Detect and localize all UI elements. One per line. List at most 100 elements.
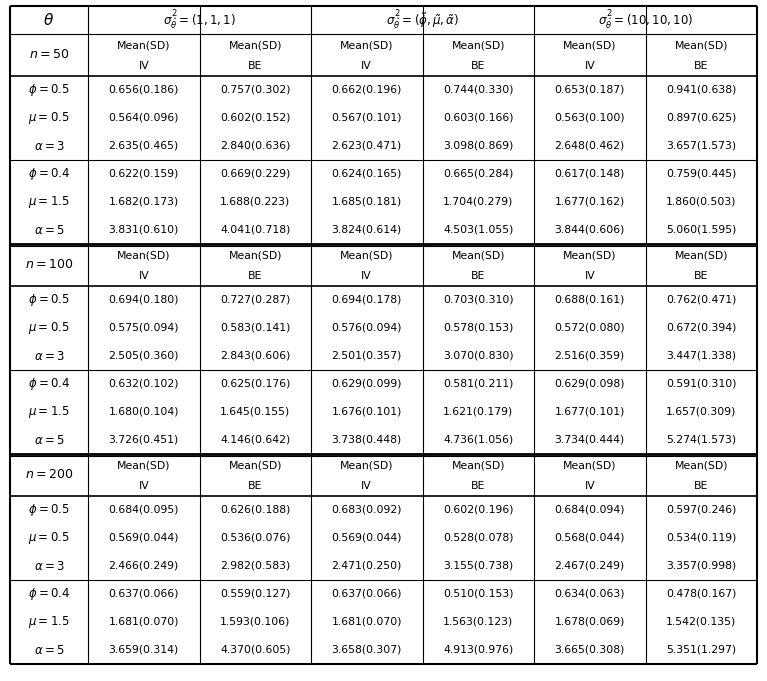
Text: 0.672(0.394): 0.672(0.394) [666, 323, 736, 333]
Text: Mean(SD): Mean(SD) [229, 250, 282, 260]
Text: 1.688(0.223): 1.688(0.223) [220, 197, 291, 207]
Text: $\sigma^2_{\hat{\theta}} = (10, 10, 10)$: $\sigma^2_{\hat{\theta}} = (10, 10, 10)$ [598, 9, 693, 31]
Text: 0.591(0.310): 0.591(0.310) [666, 379, 736, 389]
Text: $\phi = 0.5$: $\phi = 0.5$ [28, 82, 70, 98]
Text: 3.658(0.307): 3.658(0.307) [331, 645, 402, 655]
Text: 0.478(0.167): 0.478(0.167) [666, 589, 736, 599]
Text: 0.762(0.471): 0.762(0.471) [666, 295, 736, 305]
Text: IV: IV [138, 61, 149, 71]
Text: 3.659(0.314): 3.659(0.314) [109, 645, 179, 655]
Text: $\sigma^2_{\hat{\theta}} = (\tilde{\phi}, \tilde{\mu}, \tilde{\alpha})$: $\sigma^2_{\hat{\theta}} = (\tilde{\phi}… [386, 9, 459, 31]
Text: Mean(SD): Mean(SD) [563, 460, 617, 470]
Text: 0.572(0.080): 0.572(0.080) [555, 323, 625, 333]
Text: 3.844(0.606): 3.844(0.606) [555, 225, 625, 235]
Text: IV: IV [138, 481, 149, 491]
Text: 0.622(0.159): 0.622(0.159) [109, 169, 179, 179]
Text: 0.757(0.302): 0.757(0.302) [220, 85, 291, 95]
Text: 1.563(0.123): 1.563(0.123) [443, 617, 513, 627]
Text: 0.569(0.044): 0.569(0.044) [331, 533, 402, 543]
Text: 0.567(0.101): 0.567(0.101) [331, 113, 402, 123]
Text: 0.629(0.099): 0.629(0.099) [331, 379, 402, 389]
Text: 5.060(1.595): 5.060(1.595) [666, 225, 736, 235]
Text: $\alpha = 5$: $\alpha = 5$ [34, 644, 64, 656]
Text: 3.447(1.338): 3.447(1.338) [667, 351, 736, 361]
Text: 0.665(0.284): 0.665(0.284) [443, 169, 513, 179]
Text: IV: IV [361, 481, 372, 491]
Text: 0.576(0.094): 0.576(0.094) [331, 323, 402, 333]
Text: 0.583(0.141): 0.583(0.141) [220, 323, 291, 333]
Text: $\mu = 1.5$: $\mu = 1.5$ [28, 614, 70, 630]
Text: Mean(SD): Mean(SD) [674, 250, 728, 260]
Text: 0.602(0.152): 0.602(0.152) [220, 113, 291, 123]
Text: 1.593(0.106): 1.593(0.106) [220, 617, 291, 627]
Text: BE: BE [248, 271, 262, 281]
Text: $\phi = 0.5$: $\phi = 0.5$ [28, 502, 70, 518]
Text: BE: BE [694, 271, 709, 281]
Text: 1.677(0.101): 1.677(0.101) [555, 407, 625, 417]
Text: Mean(SD): Mean(SD) [674, 40, 728, 50]
Text: Mean(SD): Mean(SD) [229, 460, 282, 470]
Text: $\phi = 0.4$: $\phi = 0.4$ [28, 586, 70, 602]
Text: 0.559(0.127): 0.559(0.127) [220, 589, 291, 599]
Text: 3.070(0.830): 3.070(0.830) [443, 351, 514, 361]
Text: Mean(SD): Mean(SD) [340, 460, 393, 470]
Text: 0.626(0.188): 0.626(0.188) [220, 505, 291, 515]
Text: $\mu = 0.5$: $\mu = 0.5$ [28, 320, 70, 336]
Text: $\alpha = 3$: $\alpha = 3$ [34, 349, 64, 362]
Text: 2.982(0.583): 2.982(0.583) [220, 561, 291, 571]
Text: 0.563(0.100): 0.563(0.100) [555, 113, 625, 123]
Text: 0.669(0.229): 0.669(0.229) [220, 169, 291, 179]
Text: 1.682(0.173): 1.682(0.173) [109, 197, 179, 207]
Text: Mean(SD): Mean(SD) [117, 40, 170, 50]
Text: 3.726(0.451): 3.726(0.451) [109, 435, 179, 445]
Text: Mean(SD): Mean(SD) [674, 460, 728, 470]
Text: Mean(SD): Mean(SD) [340, 40, 393, 50]
Text: 5.351(1.297): 5.351(1.297) [667, 645, 736, 655]
Text: 3.734(0.444): 3.734(0.444) [555, 435, 625, 445]
Text: 0.637(0.066): 0.637(0.066) [331, 589, 402, 599]
Text: $\alpha = 3$: $\alpha = 3$ [34, 140, 64, 153]
Text: $\alpha = 5$: $\alpha = 5$ [34, 434, 64, 447]
Text: 2.505(0.360): 2.505(0.360) [108, 351, 179, 361]
Text: 0.617(0.148): 0.617(0.148) [555, 169, 625, 179]
Text: $\mu = 1.5$: $\mu = 1.5$ [28, 194, 70, 210]
Text: IV: IV [584, 481, 595, 491]
Text: $n = 100$: $n = 100$ [25, 259, 73, 272]
Text: 3.098(0.869): 3.098(0.869) [443, 141, 513, 151]
Text: 4.146(0.642): 4.146(0.642) [220, 435, 291, 445]
Text: 0.656(0.186): 0.656(0.186) [109, 85, 179, 95]
Text: 0.703(0.310): 0.703(0.310) [443, 295, 514, 305]
Text: 2.843(0.606): 2.843(0.606) [220, 351, 291, 361]
Text: 0.534(0.119): 0.534(0.119) [666, 533, 736, 543]
Text: 2.516(0.359): 2.516(0.359) [555, 351, 625, 361]
Text: 2.840(0.636): 2.840(0.636) [220, 141, 291, 151]
Text: 0.897(0.625): 0.897(0.625) [666, 113, 736, 123]
Text: 2.648(0.462): 2.648(0.462) [555, 141, 625, 151]
Text: 2.467(0.249): 2.467(0.249) [555, 561, 625, 571]
Text: 0.625(0.176): 0.625(0.176) [220, 379, 291, 389]
Text: $\mu = 0.5$: $\mu = 0.5$ [28, 530, 70, 546]
Text: 0.634(0.063): 0.634(0.063) [555, 589, 625, 599]
Text: 1.677(0.162): 1.677(0.162) [555, 197, 625, 207]
Text: Mean(SD): Mean(SD) [340, 250, 393, 260]
Text: 0.759(0.445): 0.759(0.445) [666, 169, 736, 179]
Text: 1.657(0.309): 1.657(0.309) [666, 407, 736, 417]
Text: IV: IV [584, 61, 595, 71]
Text: Mean(SD): Mean(SD) [563, 40, 617, 50]
Text: 0.694(0.178): 0.694(0.178) [331, 295, 402, 305]
Text: BE: BE [694, 481, 709, 491]
Text: 3.831(0.610): 3.831(0.610) [109, 225, 179, 235]
Text: $n = 50$: $n = 50$ [29, 48, 69, 61]
Text: 0.624(0.165): 0.624(0.165) [331, 169, 402, 179]
Text: 4.370(0.605): 4.370(0.605) [220, 645, 291, 655]
Text: $\mu = 0.5$: $\mu = 0.5$ [28, 110, 70, 126]
Text: 0.602(0.196): 0.602(0.196) [443, 505, 513, 515]
Text: 0.662(0.196): 0.662(0.196) [331, 85, 402, 95]
Text: 1.542(0.135): 1.542(0.135) [666, 617, 736, 627]
Text: BE: BE [471, 271, 486, 281]
Text: 4.041(0.718): 4.041(0.718) [220, 225, 291, 235]
Text: Mean(SD): Mean(SD) [452, 250, 505, 260]
Text: 5.274(1.573): 5.274(1.573) [667, 435, 736, 445]
Text: BE: BE [471, 481, 486, 491]
Text: $\theta$: $\theta$ [44, 12, 54, 28]
